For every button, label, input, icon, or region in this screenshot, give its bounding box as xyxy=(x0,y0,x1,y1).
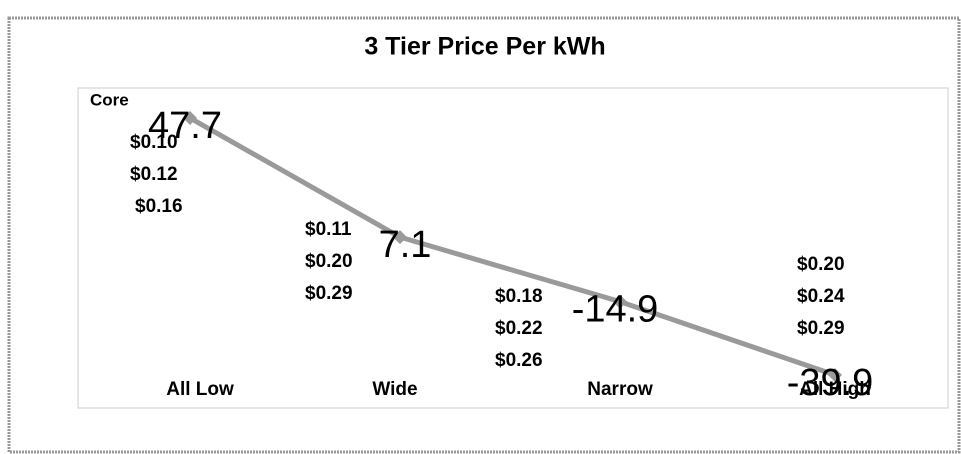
chart-frame xyxy=(7,16,961,454)
price-label: $0.26 xyxy=(495,350,543,371)
data-label: 47.7 xyxy=(148,105,222,147)
price-label: $0.20 xyxy=(305,251,353,272)
x-tick-label: Wide xyxy=(372,379,417,400)
price-label: $0.29 xyxy=(305,283,353,304)
point-marker xyxy=(613,294,627,309)
price-label: $0.11 xyxy=(305,219,352,240)
data-label: -39.9 xyxy=(787,362,874,404)
price-label: $0.22 xyxy=(495,318,543,339)
chart-title: 3 Tier Price Per kWh xyxy=(364,33,605,61)
data-label: -14.9 xyxy=(572,289,659,331)
point-marker xyxy=(393,230,407,245)
price-label: $0.29 xyxy=(797,318,845,339)
price-label: $0.12 xyxy=(130,164,178,185)
data-label: 7.1 xyxy=(379,224,432,266)
price-label: $0.10 xyxy=(130,132,178,153)
series-line xyxy=(188,115,836,378)
price-label: $0.24 xyxy=(797,286,845,307)
plot-area xyxy=(77,87,949,409)
price-label: $0.18 xyxy=(495,286,543,307)
price-label: $0.20 xyxy=(797,254,845,275)
x-tick-label: All Low xyxy=(166,379,234,400)
point-marker xyxy=(828,368,842,382)
point-marker xyxy=(183,111,197,125)
price-label: $0.16 xyxy=(135,196,183,217)
series-label: Core xyxy=(90,90,129,109)
x-tick-label: Narrow xyxy=(587,379,653,400)
x-tick-label: All High xyxy=(799,379,871,400)
